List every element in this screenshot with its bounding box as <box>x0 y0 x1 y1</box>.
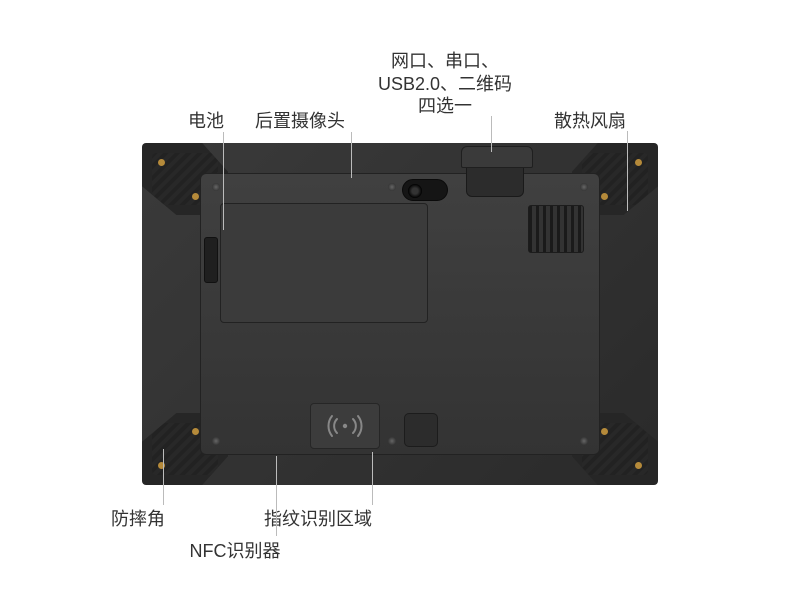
screw-icon <box>212 437 220 445</box>
label-fingerprint: 指纹识别区域 <box>264 508 372 531</box>
nfc-reader-icon <box>310 403 380 449</box>
leader-line <box>491 116 492 152</box>
fingerprint-icon <box>404 413 438 447</box>
label-port-option: 网口、串口、 USB2.0、二维码 四选一 <box>378 50 512 118</box>
label-nfc-reader: NFC识别器 <box>190 540 281 563</box>
leader-line <box>223 132 224 230</box>
label-battery: 电池 <box>188 110 224 133</box>
corner-screw-icon <box>601 193 608 200</box>
leader-line <box>372 452 373 505</box>
screw-icon <box>580 183 588 191</box>
leader-line <box>163 449 164 505</box>
rear-camera-icon <box>402 179 448 201</box>
label-cooling-fan: 散热风扇 <box>554 110 626 133</box>
corner-screw-icon <box>635 462 642 469</box>
screw-icon <box>388 437 396 445</box>
battery-latch <box>204 237 218 283</box>
screw-icon <box>580 437 588 445</box>
battery-panel <box>220 203 428 323</box>
label-drop-corner: 防摔角 <box>111 508 165 531</box>
screw-icon <box>212 183 220 191</box>
leader-line <box>627 131 628 211</box>
corner-screw-icon <box>158 159 165 166</box>
label-rear-camera: 后置摄像头 <box>255 110 345 133</box>
corner-screw-icon <box>635 159 642 166</box>
fan-vent-icon <box>528 205 584 253</box>
leader-line <box>276 456 277 536</box>
screw-icon <box>388 183 396 191</box>
corner-screw-icon <box>192 193 199 200</box>
leader-line <box>351 132 352 178</box>
tablet-back <box>142 143 658 485</box>
corner-screw-icon <box>192 428 199 435</box>
port-clip-icon <box>466 159 524 197</box>
corner-screw-icon <box>601 428 608 435</box>
